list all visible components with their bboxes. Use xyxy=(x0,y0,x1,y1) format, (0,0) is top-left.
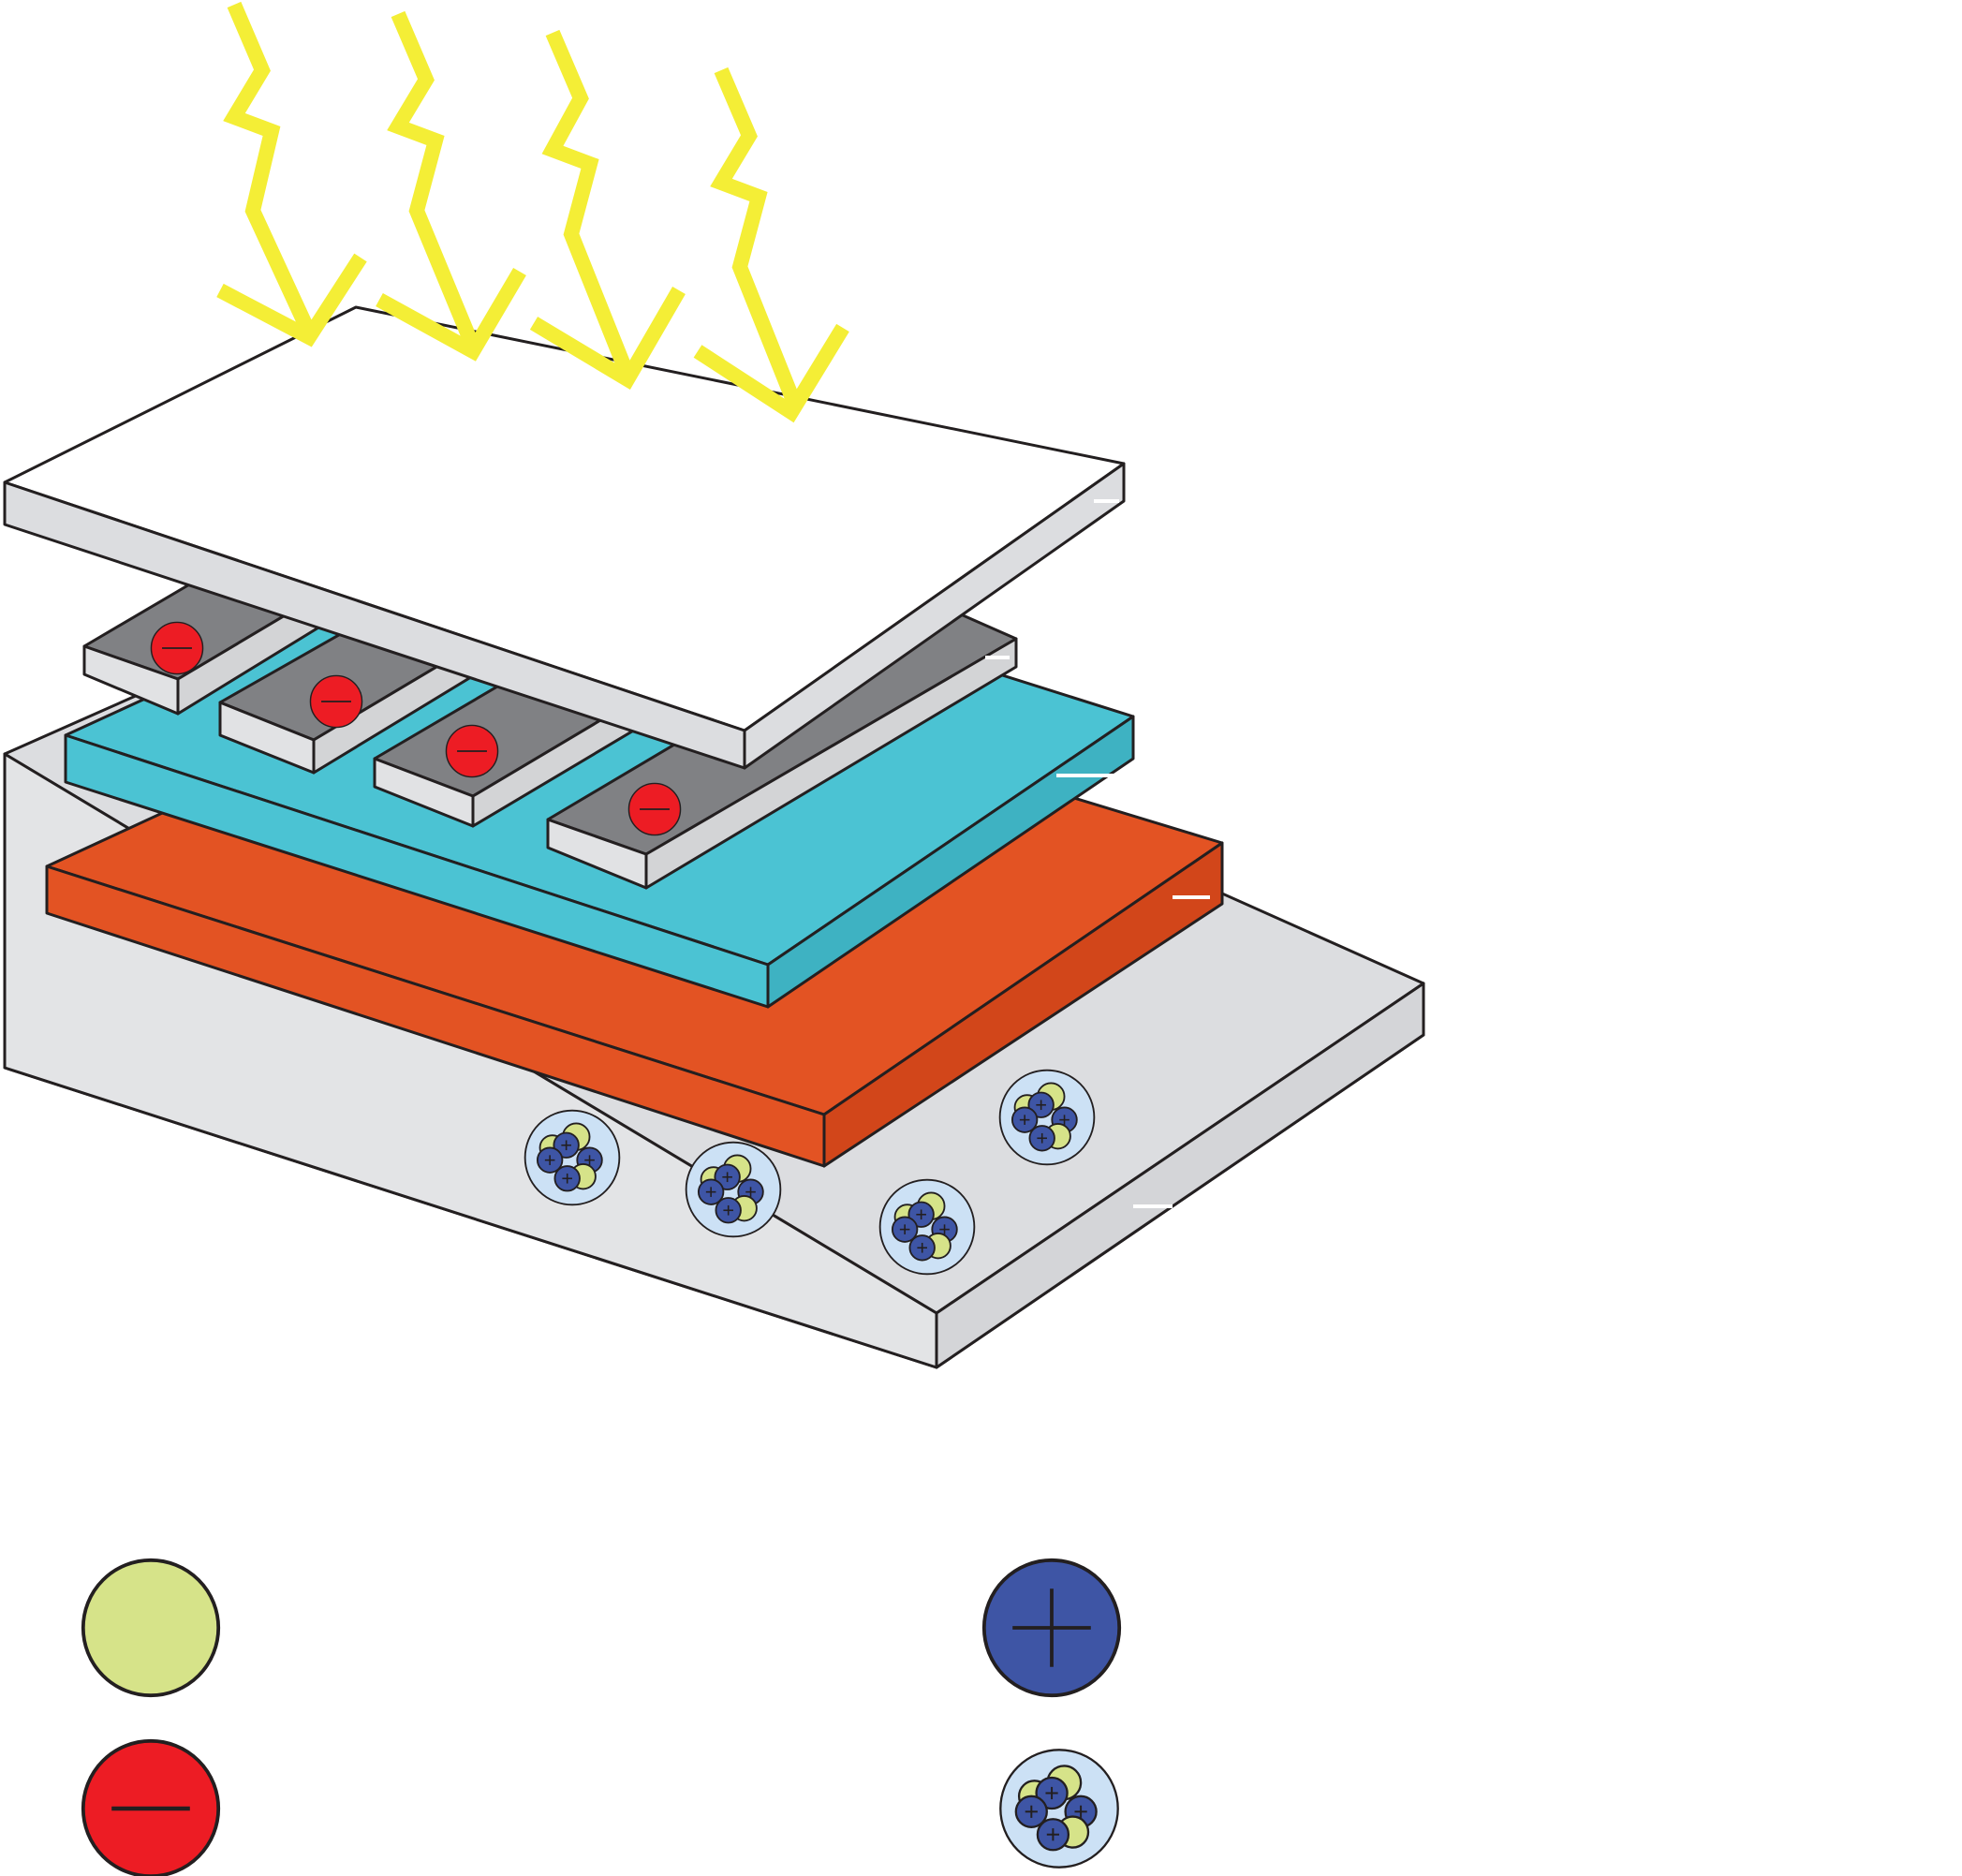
top-glass-layer xyxy=(3,305,1126,770)
proton-icon xyxy=(981,1558,1122,1698)
electron-icon xyxy=(627,782,682,836)
nucleus-icon xyxy=(999,1749,1119,1869)
electron-icon xyxy=(445,724,499,778)
nucleus-icon xyxy=(524,1109,621,1206)
light-ray-icon xyxy=(376,267,526,362)
light-ray-icon xyxy=(693,323,849,423)
electron-icon xyxy=(309,674,363,729)
light-ray-icon xyxy=(223,1,317,336)
nucleus-icon xyxy=(878,1178,976,1276)
neutral-particle-icon xyxy=(81,1558,221,1698)
light-ray-icon xyxy=(529,286,686,391)
light-ray-icon xyxy=(541,29,635,377)
light-ray-icon xyxy=(387,10,480,350)
electron-icon xyxy=(150,621,204,675)
legend xyxy=(81,1558,1122,1876)
nucleus-icon xyxy=(998,1069,1096,1166)
electron-icon xyxy=(83,1741,218,1876)
nucleus-icon xyxy=(685,1141,782,1238)
light-rays xyxy=(216,1,849,423)
light-ray-icon xyxy=(710,66,804,410)
light-ray-icon xyxy=(216,253,367,347)
